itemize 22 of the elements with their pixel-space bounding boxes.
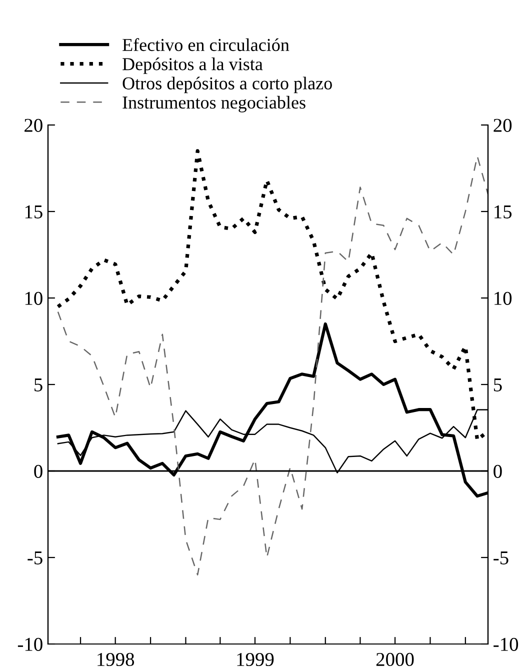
y2-tick-label: -10: [494, 638, 518, 651]
y2-tick-label: 5: [494, 378, 502, 392]
y2-tick-label: -5: [494, 552, 508, 564]
x-tick-label: 1999: [237, 652, 274, 666]
x-tick-label: 1998: [98, 652, 134, 666]
y2-tick-label: 20: [494, 118, 512, 132]
y-tick-label: 0: [34, 464, 42, 478]
y2-tick-label: 15: [494, 205, 512, 218]
y-tick-label: 20: [24, 118, 42, 132]
y-tick-label: 5: [34, 378, 42, 392]
y-tick-label: 15: [25, 205, 42, 218]
legend-label: Efectivo en circulación: [122, 38, 290, 52]
y2-tick-label: 0: [494, 464, 502, 478]
x-tick-label: 2000: [376, 652, 414, 666]
line-series: [57, 156, 488, 576]
legend-label: Depósitos a la vista: [122, 58, 263, 74]
y-tick-label: -5: [28, 552, 42, 564]
y-tick-label: -10: [18, 638, 42, 651]
y-tick-label: 10: [25, 292, 42, 305]
y2-tick-label: 10: [494, 292, 512, 305]
legend-label: Otros depósitos a corto plazo: [122, 76, 332, 94]
legend-label: Instrumentos negociables: [122, 96, 306, 112]
